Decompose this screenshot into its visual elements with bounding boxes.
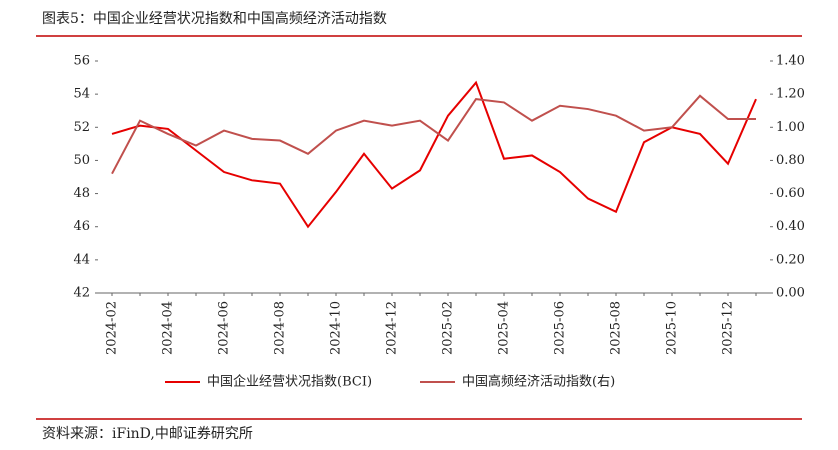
y2-tick-label: 1.00 [776,120,805,135]
x-tick-label: 2025-04 [497,301,512,355]
legend-label: 中国高频经济活动指数(右) [462,374,615,390]
y2-tick-label: 0.20 [776,252,805,267]
x-tick-label: 2024-06 [217,301,232,355]
y2-tick-label: 0.00 [776,286,805,301]
y-tick-label: 42 [73,286,90,301]
source: 资料来源：iFinD,中邮证券研究所 [42,426,253,442]
series-line [111,80,757,229]
x-tick-label: 2025-06 [553,301,568,355]
y-tick-label: 54 [73,87,90,102]
y2-tick-label: 0.80 [776,153,805,168]
legend-label: 中国企业经营状况指数(BCI) [207,374,372,390]
x-tick-label: 2025-08 [609,301,624,355]
series-line [111,94,756,175]
y2-tick-label: 1.20 [776,87,805,102]
y2-tick-label: 0.60 [776,186,805,201]
x-tick-label: 2025-12 [721,301,736,355]
y-tick-label: 56 [73,54,90,69]
y-tick-label: 44 [73,252,90,267]
x-tick-label: 2025-02 [441,301,456,355]
x-tick-label: 2024-08 [273,301,288,355]
chart-title: 图表5：中国企业经营状况指数和中国高频经济活动指数 [42,10,387,27]
x-tick-label: 2025-10 [665,301,680,355]
y-tick-label: 46 [73,219,90,234]
x-tick-label: 2024-02 [105,301,120,355]
y2-tick-label: 0.40 [776,219,805,234]
y-tick-label: 48 [73,186,90,201]
y-tick-label: 50 [73,153,90,168]
y2-tick-label: 1.40 [776,54,805,69]
x-tick-label: 2024-12 [385,301,400,355]
x-tick-label: 2024-10 [329,301,344,355]
x-tick-label: 2024-04 [161,301,176,355]
y-tick-label: 52 [73,120,90,135]
